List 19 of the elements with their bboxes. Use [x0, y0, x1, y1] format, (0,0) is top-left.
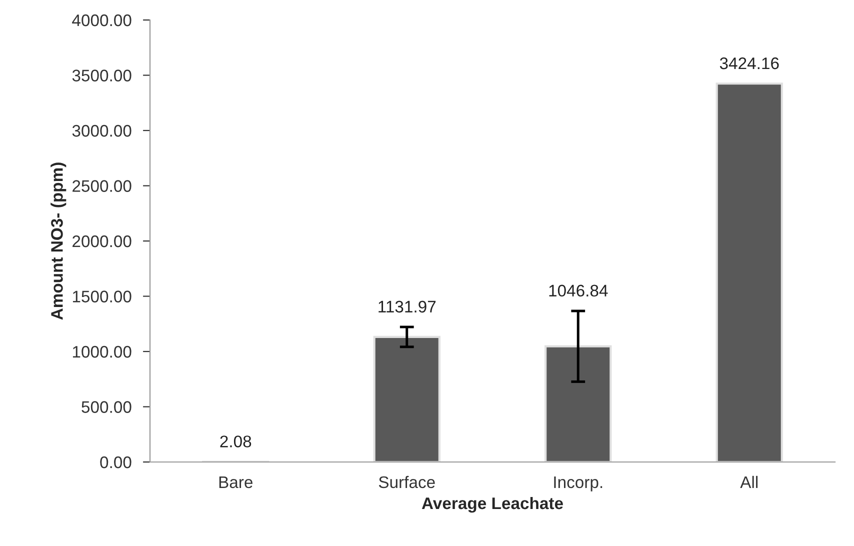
- y-tick-label: 1000.00: [72, 346, 132, 358]
- y-tick-label: 1500.00: [72, 290, 132, 302]
- y-tick-label: 2000.00: [72, 235, 132, 248]
- y-axis-title: Amount NO3- (ppm): [50, 162, 66, 320]
- data-label: 2.08: [220, 436, 252, 448]
- y-tick-label: 500.00: [82, 401, 132, 413]
- y-tick-label: 3000.00: [72, 124, 132, 137]
- x-axis-title: Average Leachate: [422, 496, 563, 513]
- data-label: 1131.97: [378, 300, 436, 313]
- x-tick-label: Surface: [378, 476, 435, 488]
- y-tick-label: 4000.00: [72, 14, 132, 26]
- y-tick-label: 3500.00: [72, 70, 132, 82]
- data-label: 1046.84: [549, 284, 608, 297]
- x-tick-label: Incorp.: [554, 476, 602, 492]
- x-tick-label: Bare: [219, 476, 252, 488]
- y-tick-label: 2500.00: [72, 180, 132, 192]
- y-tick-label: 0.00: [100, 456, 132, 468]
- data-label: 3424.16: [720, 57, 779, 70]
- x-tick-label: All: [740, 476, 758, 488]
